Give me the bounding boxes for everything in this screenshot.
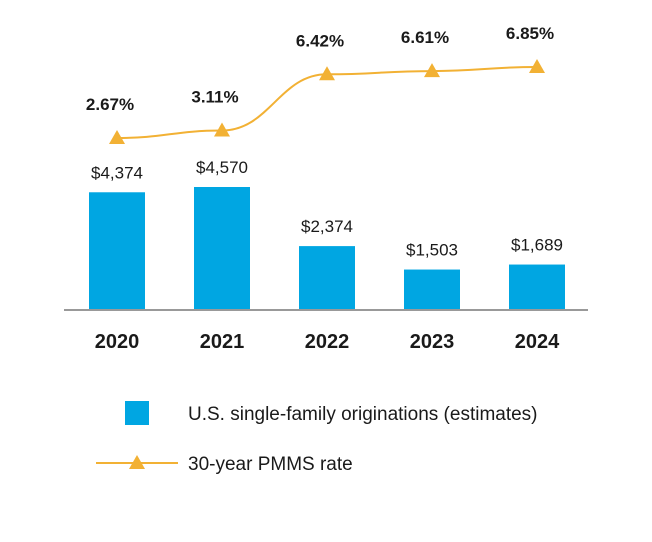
bar-value-label: $4,374 xyxy=(91,163,143,182)
bar-value-label: $1,689 xyxy=(511,236,563,255)
rate-value-label: 6.61% xyxy=(401,28,449,47)
rate-value-label: 6.42% xyxy=(296,31,344,50)
rate-value-label: 3.11% xyxy=(191,88,238,107)
bar-value-label: $2,374 xyxy=(301,217,353,236)
rate-value-label: 2.67% xyxy=(86,95,134,114)
bar-2024 xyxy=(509,264,565,310)
rate-line-layer xyxy=(109,59,545,144)
rate-marker-2023 xyxy=(424,63,440,78)
bar-value-label: $1,503 xyxy=(406,241,458,260)
legend-bar-label: U.S. single-family originations (estimat… xyxy=(188,404,538,425)
bar-2023 xyxy=(404,269,460,310)
x-tick-label: 2024 xyxy=(515,331,560,353)
bars-layer xyxy=(89,187,565,310)
labels-layer: $4,374 2020 2.67% $4,570 2021 3.11% $2,374 2022… xyxy=(86,24,563,353)
x-tick-label: 2023 xyxy=(410,331,455,353)
bar-value-label: $4,570 xyxy=(196,158,248,177)
x-tick-label: 2020 xyxy=(95,331,140,353)
bar-2021 xyxy=(194,187,250,310)
rate-marker-2022 xyxy=(319,66,335,81)
x-tick-label: 2021 xyxy=(200,331,245,353)
rate-marker-2020 xyxy=(109,130,125,144)
bar-2022 xyxy=(299,246,355,310)
rate-marker-2021 xyxy=(214,122,230,137)
legend-bar-swatch xyxy=(125,401,149,425)
rate-value-label: 6.85% xyxy=(506,24,554,43)
legend-triangle-marker xyxy=(129,455,145,469)
rate-marker-2024 xyxy=(529,59,545,73)
x-tick-label: 2022 xyxy=(305,331,350,353)
bar-2020 xyxy=(89,192,145,310)
legend-line-label: 30-year PMMS rate xyxy=(188,454,353,475)
legend: U.S. single-family originations (estimat… xyxy=(96,401,538,475)
